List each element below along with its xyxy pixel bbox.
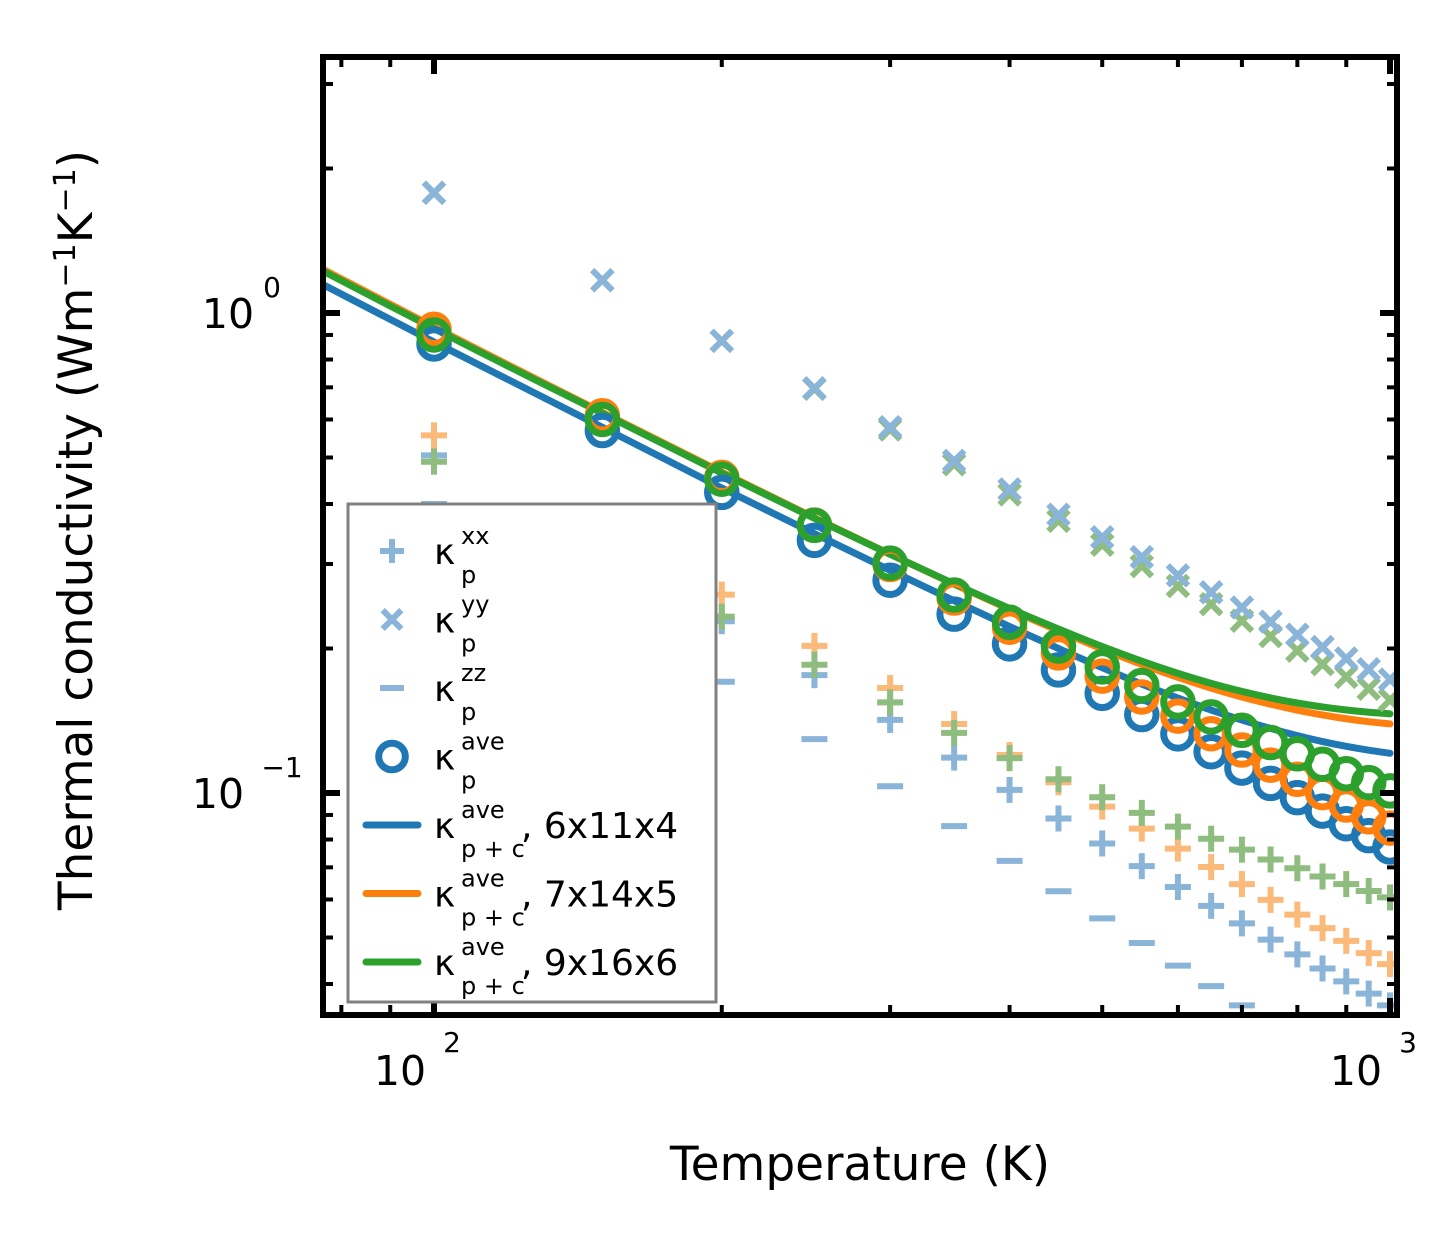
legend-item-1[interactable]: κ yy p	[380, 591, 490, 658]
y-tick-base: 10	[202, 290, 254, 338]
legend-kappa-symbol: κ	[434, 738, 455, 779]
legend-subscript: p	[461, 767, 476, 795]
legend-subscript: p + c	[461, 835, 525, 863]
x-tick-label: 10 3	[1330, 1026, 1417, 1095]
y-label-main: Thermal conductivity (Wm	[49, 288, 104, 911]
series-kappa_p_ave_9x16x6	[416, 317, 1397, 809]
y-tick-label: 10 0	[202, 271, 281, 338]
legend-grid-size: , 7x14x5	[521, 875, 678, 916]
legend-superscript: ave	[461, 933, 505, 961]
y-label-close-paren: )	[49, 150, 104, 168]
legend-item-3[interactable]: κ ave p	[375, 728, 505, 795]
plot-frame	[320, 54, 1400, 1018]
legend-grid-size: , 9x16x6	[521, 943, 678, 984]
legend-superscript: xx	[461, 522, 489, 550]
legend-subscript: p + c	[461, 972, 525, 1000]
legend-box	[346, 502, 718, 1004]
y-label-exponent-1: −1	[48, 243, 83, 287]
legend-item-2[interactable]: κ zz p	[380, 659, 486, 726]
legend-kappa-symbol: κ	[434, 532, 455, 573]
legend-item-6[interactable]: κ ave p + c, 9x16x6	[362, 933, 678, 1000]
x-tick-exponent: 3	[1399, 1026, 1417, 1059]
legend-superscript: zz	[461, 659, 486, 687]
axis-tick-labels: 10 2 10 3 10 0 10 −1	[192, 271, 1417, 1095]
y-tick-base: 10	[192, 770, 244, 818]
legend-grid-size: , 6x11x4	[521, 806, 678, 847]
legend-kappa-symbol: κ	[434, 669, 455, 710]
series-kappa_p_yy_6x11x4	[421, 180, 1397, 692]
legend-kappa-symbol: κ	[434, 943, 455, 984]
x-tick-base: 10	[374, 1047, 426, 1095]
legend-superscript: ave	[461, 865, 505, 893]
y-tick-label: 10 −1	[192, 751, 303, 818]
legend-kappa-symbol: κ	[434, 806, 455, 847]
x-tick-exponent: 2	[443, 1026, 461, 1059]
legend-subscript: p	[461, 561, 476, 589]
y-label-middle: K	[49, 211, 104, 243]
y-axis-label: Thermal conductivity (Wm−1K−1)	[48, 150, 105, 911]
y-axis-label-text: Thermal conductivity (Wm−1K−1)	[48, 150, 105, 911]
x-tick-label: 10 2	[374, 1026, 461, 1095]
legend-superscript: yy	[461, 591, 489, 619]
legend-superscript: ave	[461, 796, 505, 824]
legend-item-4[interactable]: κ ave p + c, 6x11x4	[362, 796, 678, 863]
y-label-exponent-2: −1	[48, 168, 83, 212]
legend-item-0[interactable]: κ xx p	[380, 522, 489, 589]
legend-item-5[interactable]: κ ave p + c, 7x14x5	[362, 865, 678, 932]
marker-series-group	[416, 180, 1397, 1015]
axes-frame	[320, 54, 1400, 1018]
legend-subscript: p	[461, 630, 476, 658]
legend-subscript: p + c	[461, 904, 525, 932]
legend-superscript: ave	[461, 728, 505, 756]
x-axis-label: Temperature (K)	[669, 1137, 1050, 1192]
x-tick-base: 10	[1330, 1047, 1382, 1095]
legend-kappa-symbol: κ	[434, 601, 455, 642]
y-tick-exponent: 0	[263, 271, 281, 304]
legend-subscript: p	[461, 698, 476, 726]
y-tick-exponent: −1	[261, 751, 302, 784]
legend-kappa-symbol: κ	[434, 875, 455, 916]
axis-ticks	[323, 57, 1397, 1015]
